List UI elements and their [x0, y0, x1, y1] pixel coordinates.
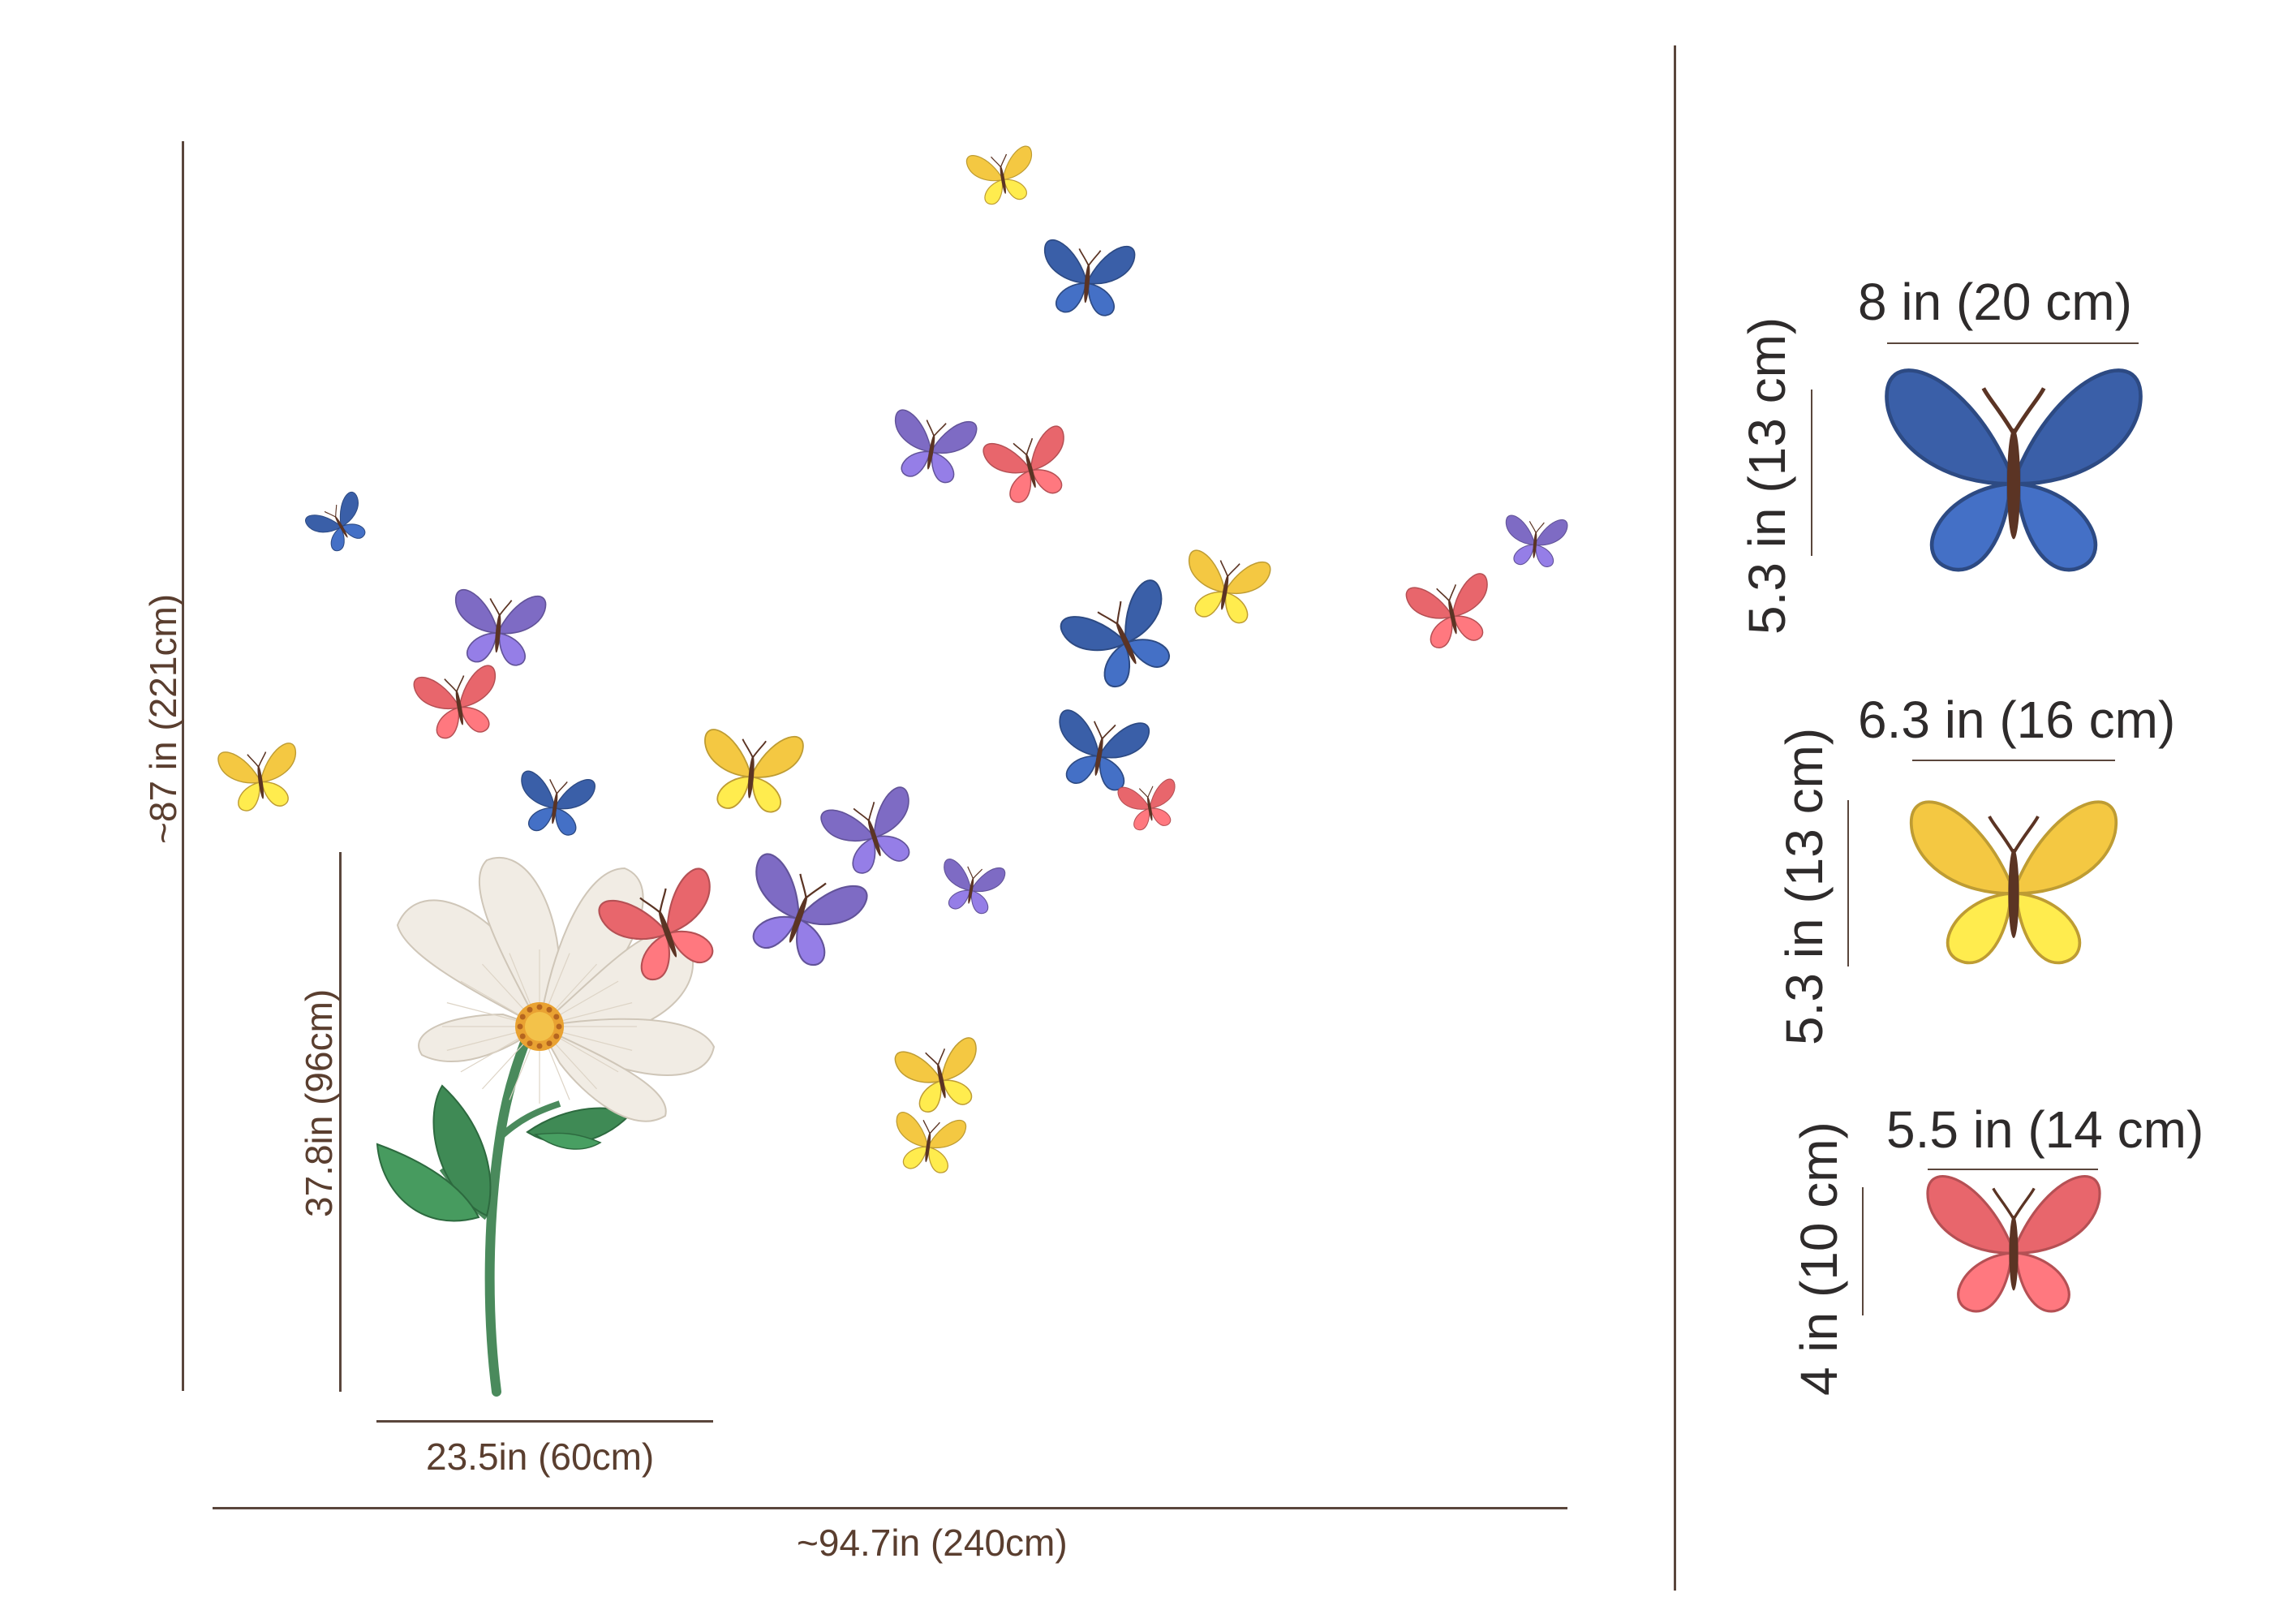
total-width-line [213, 1507, 1567, 1509]
butterfly-decal [217, 743, 297, 812]
red-width-line [1928, 1169, 2098, 1170]
butterfly-decal [1060, 579, 1171, 687]
butterfly-decal [704, 729, 804, 813]
red-height-line [1862, 1187, 1864, 1315]
leaf-lower-left [376, 1143, 480, 1222]
butterfly-decal [1117, 778, 1176, 831]
petal [537, 1024, 667, 1122]
petal [537, 1018, 716, 1076]
flower-width-label: 23.5in (60cm) [426, 1436, 655, 1478]
yellow-butterfly-width-label: 6.3 in (16 cm) [1858, 691, 2176, 749]
butterfly-decal [896, 1112, 967, 1173]
butterfly-decal [413, 665, 497, 739]
flower-width-line [376, 1420, 713, 1423]
total-width-label: ~94.7in (240cm) [797, 1522, 1068, 1564]
red-butterfly-height-label: 4 in (10 cm) [1790, 1121, 1848, 1396]
butterfly-decal [820, 786, 910, 874]
butterfly-decal [305, 492, 366, 552]
blue-width-line [1887, 342, 2139, 344]
total-height-line [182, 141, 184, 1391]
yellow-butterfly-height-label: 5.3 in (13 cm) [1775, 727, 1834, 1045]
butterfly-decal [944, 859, 1006, 915]
yellow-width-line [1912, 760, 2115, 761]
butterfly-decal [1188, 549, 1271, 624]
total-height-label: ~87 in (221cm) [142, 593, 184, 844]
butterfly-decal [521, 770, 595, 836]
butterfly-decal [894, 409, 978, 484]
red-butterfly-width-label: 5.5 in (14 cm) [1886, 1100, 2204, 1159]
legend-yellow-butterfly [1909, 800, 2118, 965]
legend-blue-butterfly [1885, 368, 2143, 572]
divider-line [1674, 45, 1676, 1591]
blue-butterfly-height-label: 5.3 in (13 cm) [1738, 316, 1796, 635]
butterfly-decal [598, 867, 714, 980]
butterfly-decal [1505, 514, 1568, 568]
butterfly-decal [965, 145, 1033, 205]
legend-red-butterfly [1926, 1174, 2101, 1313]
butterfly-decal [982, 425, 1064, 503]
butterfly-decal [1044, 239, 1136, 316]
blue-height-line [1811, 390, 1812, 556]
petal [396, 899, 541, 1029]
flower-height-label: 37.8in (96cm) [298, 988, 340, 1217]
yellow-height-line [1847, 800, 1849, 966]
butterfly-decal [894, 1037, 977, 1113]
blue-butterfly-width-label: 8 in (20 cm) [1858, 273, 2132, 331]
butterfly-decal [455, 588, 547, 666]
butterfly-decal [1405, 573, 1488, 648]
butterfly-decal [752, 853, 868, 966]
butterfly-decal [1059, 709, 1150, 791]
flower-height-line [339, 852, 342, 1392]
